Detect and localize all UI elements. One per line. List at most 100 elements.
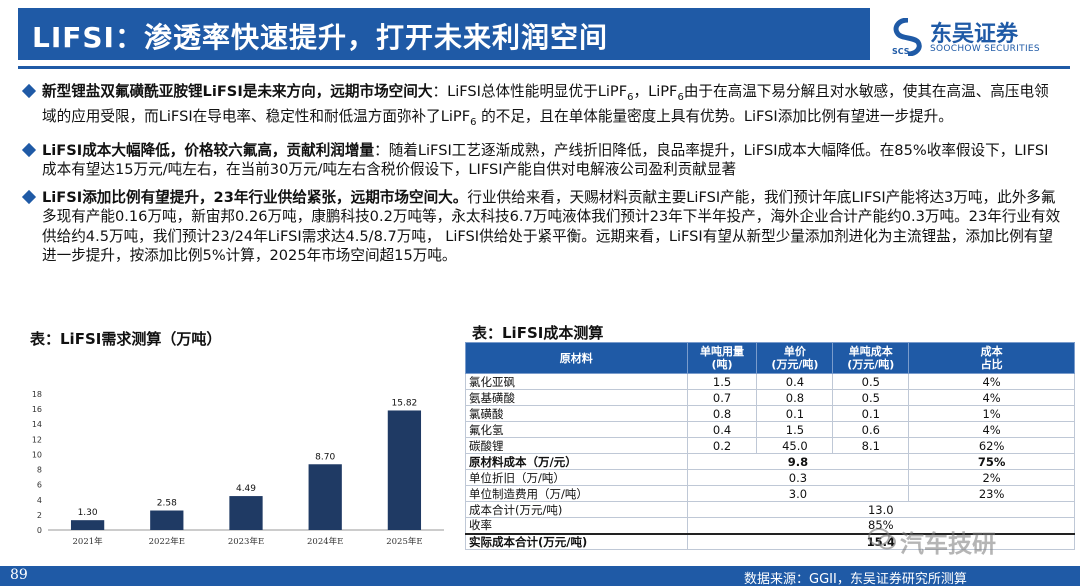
total-row: 收率 85% bbox=[465, 517, 1076, 534]
x-tick-label: 2024年E bbox=[307, 536, 343, 547]
bullet-item-3: LiFSI添加比例有望提升，23年行业供给紧张，远期市场空间大。行业供给来看，天… bbox=[21, 188, 1062, 266]
bar-value-label: 4.49 bbox=[236, 484, 256, 494]
subscript: 6 bbox=[470, 117, 477, 129]
table-header-cell: 成本 占比 bbox=[908, 342, 1075, 374]
table-row: 氨基磺酸 0.7 0.8 0.5 4% bbox=[465, 389, 1075, 406]
watermark-text: 汽车技研 bbox=[900, 530, 996, 558]
bullet-body: ，LiPF bbox=[633, 83, 678, 100]
summary-row: 单位制造费用（万/吨） 3.0 23% bbox=[465, 485, 1075, 502]
table-cell: 0.4 bbox=[686, 421, 758, 438]
x-tick-label: 2023年E bbox=[228, 536, 264, 547]
table-cell: 62% bbox=[908, 437, 1075, 454]
table-cell: 0.4 bbox=[756, 373, 834, 390]
bullet-list: 新型锂盐双氟磺酰亚胺锂LiFSI是未来方向，远期市场空间大：LiFSI总体性能明… bbox=[21, 82, 1062, 274]
slide-header: LIFSI：渗透率快速提升，打开未来利润空间 SCS 东吴证券 SOOCHOW … bbox=[0, 0, 1080, 70]
bar bbox=[70, 520, 105, 530]
table-cell: 氯磺酸 bbox=[465, 405, 688, 422]
slide-title: LIFSI：渗透率快速提升，打开未来利润空间 bbox=[32, 21, 608, 54]
table-header-cell: 单吨用量 (吨) bbox=[686, 342, 758, 374]
bar bbox=[150, 510, 184, 530]
chart-title: 表：LiFSI需求测算（万吨） bbox=[30, 330, 222, 348]
table-cell: 0.1 bbox=[832, 405, 910, 422]
table-cell: 0.5 bbox=[832, 373, 910, 390]
bullet-body: 行业供给来看，天赐材料贡献主要LiFSI产能，我们预计年底LIFSI产能将达3万… bbox=[42, 188, 1061, 265]
table-cell: 23% bbox=[908, 485, 1075, 502]
table-cell: 3.0 bbox=[686, 485, 910, 502]
footer-bar: 89 数据来源：GGII，东吴证券研究所测算 bbox=[0, 566, 1080, 586]
logo-mark-icon: SCS bbox=[892, 18, 922, 56]
bullet-body: 由于在高温下易分解且对水敏感，使其在高温、高压电领域的应用受限，而LiFSI在导… bbox=[42, 83, 1049, 126]
bar-value-label: 1.30 bbox=[78, 508, 98, 518]
table-cell: 4% bbox=[908, 421, 1075, 438]
table-cell: 收率 bbox=[465, 517, 688, 534]
table-cell: 氯化亚砜 bbox=[465, 373, 688, 390]
table-cell: 9.8 bbox=[686, 453, 910, 470]
table-body: 氯化亚砜 1.5 0.4 0.5 4% 氨基磺酸 0.7 0.8 0.5 4% 氯磺酸 0.8 0.1 0… bbox=[465, 373, 1076, 550]
table-cell: 氟化氢 bbox=[465, 421, 688, 438]
table-cell: 1% bbox=[908, 405, 1075, 422]
y-tick-label: 18 bbox=[32, 390, 42, 399]
table-cell: 单位制造费用（万/吨） bbox=[465, 485, 688, 502]
subscript: 6 bbox=[627, 91, 634, 103]
logo-chinese-name: 东吴证券 bbox=[930, 22, 1019, 47]
subscript: 6 bbox=[677, 91, 684, 103]
bar bbox=[229, 496, 263, 530]
bar-value-label: 2.58 bbox=[157, 499, 177, 509]
total-row: 成本合计(万元/吨) 13.0 bbox=[465, 501, 1076, 518]
x-tick-label: 2021年 bbox=[73, 536, 104, 547]
table-cell: 单位折旧（万/吨） bbox=[465, 469, 688, 486]
table-cell: 75% bbox=[908, 453, 1075, 470]
y-tick-label: 8 bbox=[37, 466, 42, 475]
table-header-cell: 单价 (万元/吨) bbox=[756, 342, 834, 374]
cost-table: 原材料 单吨用量 (吨) 单价 (万元/吨) 单吨成本 (万元/吨) 成本 占比 氯化亚砜 1.5… bbox=[465, 342, 1076, 550]
table-cell: 4% bbox=[908, 389, 1075, 406]
demand-bar-chart: 0 2 4 6 8 10 12 14 16 18 1.30 2021年 2.58 2022年E 4.49 20… bbox=[32, 390, 444, 547]
x-tick-label: 2025年E bbox=[386, 536, 422, 547]
bar bbox=[387, 410, 422, 530]
y-tick-label: 14 bbox=[32, 420, 42, 429]
table-cell: 0.8 bbox=[686, 405, 758, 422]
header-divider bbox=[18, 66, 1070, 69]
table-cell: 4% bbox=[908, 373, 1075, 390]
bullet-body: ：随着LiFSI工艺逐渐成熟，产线折旧降低，良品率提升，LiFSI成本大幅降低。… bbox=[42, 141, 1049, 179]
logo-english-name: SOOCHOW SECURITIES bbox=[930, 44, 1040, 54]
table-cell: 45.0 bbox=[756, 437, 834, 454]
table-row: 氯磺酸 0.8 0.1 0.1 1% bbox=[465, 405, 1075, 422]
table-cell: 氨基磺酸 bbox=[465, 389, 688, 406]
table-header-cell: 单吨成本 (万元/吨) bbox=[832, 342, 910, 374]
summary-row: 单位折旧（万/吨） 0.3 2% bbox=[465, 469, 1075, 486]
table-row: 氯化亚砜 1.5 0.4 0.5 4% bbox=[465, 373, 1075, 390]
data-source: 数据来源：GGII，东吴证券研究所测算 bbox=[744, 572, 967, 586]
table-cell: 1.5 bbox=[756, 421, 834, 438]
y-tick-label: 6 bbox=[37, 481, 42, 490]
bullet-lead: LiFSI添加比例有望提升，23年行业供给紧张，远期市场空间大。 bbox=[42, 188, 468, 206]
table-title: 表：LiFSI成本测算 bbox=[472, 324, 604, 342]
table-cell: 15.4 bbox=[686, 532, 1076, 550]
bullet-item-2: LiFSI成本大幅降低，价格较六氟高，贡献利润增量：随着LiFSI工艺逐渐成熟，… bbox=[21, 141, 1062, 180]
bullet-lead: 新型锂盐双氟磺酰亚胺锂LiFSI是未来方向，远期市场空间大 bbox=[42, 83, 433, 100]
y-tick-label: 0 bbox=[37, 526, 42, 535]
diamond-bullet-icon bbox=[21, 142, 37, 157]
table-header-row: 原材料 单吨用量 (吨) 单价 (万元/吨) 单吨成本 (万元/吨) 成本 占比 bbox=[465, 342, 1075, 374]
diamond-bullet-icon bbox=[21, 83, 37, 99]
table-cell: 实际成本合计(万元/吨) bbox=[465, 532, 688, 550]
table-header-cell: 原材料 bbox=[465, 342, 688, 374]
table-cell: 0.1 bbox=[756, 405, 834, 422]
table-cell: 原材料成本（万/元） bbox=[465, 453, 688, 470]
table-cell: 2% bbox=[908, 469, 1075, 486]
table-cell: 0.3 bbox=[686, 469, 910, 486]
y-tick-label: 2 bbox=[37, 511, 42, 520]
y-tick-label: 16 bbox=[32, 405, 42, 414]
table-cell: 1.5 bbox=[686, 373, 758, 390]
y-tick-label: 4 bbox=[37, 496, 42, 505]
table-cell: 0.5 bbox=[832, 389, 910, 406]
wechat-icon bbox=[868, 528, 896, 550]
bar bbox=[308, 464, 342, 530]
table-row: 氟化氢 0.4 1.5 0.6 4% bbox=[465, 421, 1075, 438]
bullet-body: 的不足，且在单体能量密度上具有优势。LiFSI添加比例有望进一步提升。 bbox=[476, 108, 953, 126]
diamond-bullet-icon bbox=[21, 189, 37, 204]
table-cell: 13.0 bbox=[686, 501, 1076, 518]
x-tick-label: 2022年E bbox=[149, 536, 185, 547]
bullet-item-1: 新型锂盐双氟磺酰亚胺锂LiFSI是未来方向，远期市场空间大：LiFSI总体性能明… bbox=[21, 82, 1062, 133]
table-cell: 0.7 bbox=[686, 389, 758, 406]
